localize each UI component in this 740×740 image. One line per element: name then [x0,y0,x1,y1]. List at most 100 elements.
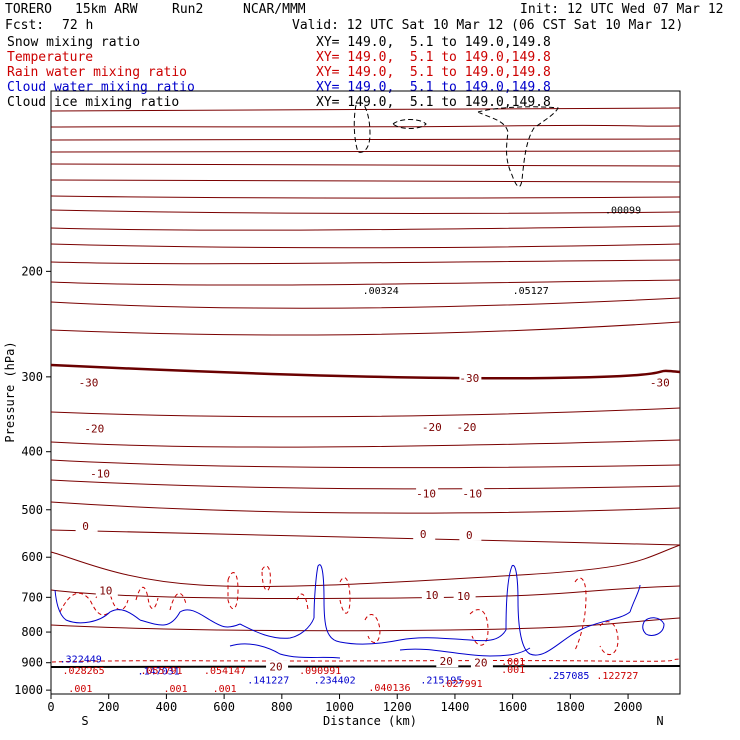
rain-contour [574,577,587,651]
endpoint-left: S [81,714,88,728]
temperature-label-bg [470,656,493,669]
isotherm [50,150,681,153]
y-tick-label: 300 [21,370,43,384]
temperature-label: -30 [459,372,479,385]
maximum-label: .234402 [314,676,356,687]
temperature-label-bg [84,422,107,435]
y-axis: 200 300 400 500 600 700 800 900 1000 [14,264,51,697]
maximum-label: .040136 [368,683,410,694]
maximum-label: .257085 [547,671,589,682]
rain-contours [51,565,681,663]
maximum-label: .054147 [204,666,246,677]
isotherm [50,138,681,141]
legend-cloudice-label: Cloud ice mixing ratio [7,95,180,110]
temperature-label: 10 [425,589,438,602]
x-tick-label: 400 [156,700,178,714]
temperature-label-bg [90,467,113,480]
rain-contour [169,593,187,611]
isotherm [50,479,681,490]
temperature-label-bg [649,376,672,389]
maximum-label: .215195 [420,676,462,687]
isotherm [50,544,681,588]
maximum-label: .027991 [441,679,483,690]
legend-snow-xy: XY= 149.0, 5.1 to 149.0,149.8 [316,35,551,50]
temperature-label: -10 [90,468,110,481]
isotherm [50,107,681,112]
endpoint-right: N [656,714,663,728]
temperature-label: -30 [650,376,670,389]
temperature-label: 0 [420,528,427,541]
maximum-label: .00324 [363,286,399,297]
temperature-label-bg [266,660,289,673]
cloudwater-contour [313,564,341,643]
y-axis-title: Pressure (hPa) [3,341,17,442]
header-model: TORERO [5,2,52,17]
cloudwater-contour [505,564,631,656]
isotherm [50,617,681,632]
cloudwater-contour [339,629,507,645]
x-tick-label: 600 [213,700,235,714]
isotherm [50,439,681,448]
cloudwater-contours [54,564,665,659]
maximum-label: .090991 [299,666,341,677]
cloudwater-contour [399,647,531,657]
rain-contour [599,621,619,655]
temperature-label-bg [78,376,101,389]
x-tick-label: 1800 [556,700,585,714]
cloudwater-contour [239,617,315,639]
temperature-label: -30 [79,376,99,389]
x-tick-label: 0 [47,700,54,714]
legend-rain-xy: XY= 149.0, 5.1 to 149.0,149.8 [316,65,551,80]
header-init: Init: 12 UTC Wed 07 Mar 12 [520,2,724,17]
temperature-label: 10 [457,590,470,603]
temperature-label-bg [459,528,482,541]
maxima-labels: .00324 .05127 .00099 .322449 .147031 .141227.… [60,205,641,695]
rain-contour [339,577,351,614]
temperature-label-bg [456,421,479,434]
rain-contour [227,572,239,610]
maximum-label: .001 [164,684,188,695]
x-tick-label: 1200 [383,700,412,714]
temperature-label: 20 [269,661,282,674]
x-tick-label: 1600 [498,700,527,714]
x-tick-label: 2000 [614,700,643,714]
legend-temperature-xy: XY= 149.0, 5.1 to 149.0,149.8 [316,50,551,65]
rain-contour [135,586,159,609]
maximum-label: .141227 [247,676,289,687]
isotherms [50,107,681,632]
legend-rain-label: Rain water mixing ratio [7,65,188,80]
plot-frame [50,90,681,695]
isotherm [50,363,681,380]
y-tick-label: 500 [21,503,43,517]
y-tick-label: 700 [21,590,43,604]
rain-contour [296,593,309,611]
rain-contour [51,658,681,663]
temperature-label: -20 [422,421,442,434]
temperature-label: 20 [474,657,487,670]
legend-cloudice-xy: XY= 149.0, 5.1 to 149.0,149.8 [316,95,551,110]
cloudwater-contour [54,589,141,624]
cloudwater-contour [139,609,241,628]
x-axis: 0 200 400 600 800 1000 1200 1400 1600 1800 2000 [47,694,643,714]
maximum-label: .055791 [140,666,182,677]
isotherm [50,259,681,265]
snow-contours [353,102,559,188]
isotherm [50,279,681,286]
cloudwater-contour [229,643,341,659]
temperature-label-bg [453,590,476,603]
isotherm [50,179,681,183]
maximum-label: .028265 [63,666,105,677]
temperature-label: -10 [416,487,436,500]
temperature-label-bg [75,519,98,532]
header-fcst: Fcst: [5,18,45,33]
isotherm [50,297,681,309]
y-tick-label: 600 [21,550,43,564]
x-tick-label: 800 [271,700,293,714]
temperature-label: -20 [84,422,104,435]
y-tick-label: 800 [21,625,43,639]
snow-contour [392,119,427,129]
rain-contour [59,592,111,616]
maximum-label: .001 [213,684,237,695]
legend-temperature-label: Temperature [7,50,94,65]
y-tick-label: 900 [21,656,43,670]
